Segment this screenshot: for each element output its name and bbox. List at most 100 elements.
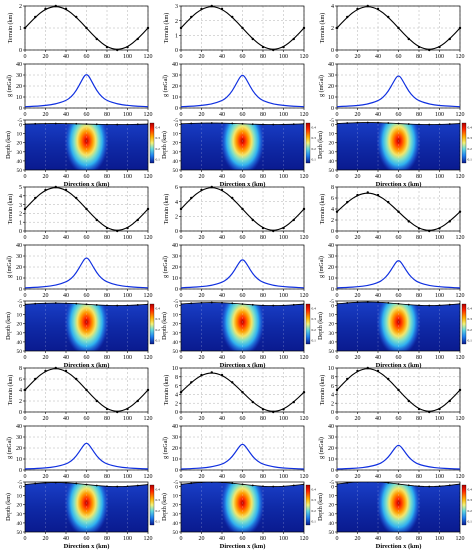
terrain-xtick-label: 60 [396, 416, 402, 422]
gravity-xtick-label: 40 [219, 293, 225, 299]
colorbar-tick-label: 0.3 [468, 136, 472, 140]
terrain-point [210, 4, 213, 8]
terrain-xtick-label: 120 [300, 54, 309, 60]
terrain-ytick-label: 6 [175, 384, 178, 390]
terrain-point [136, 218, 139, 222]
terrain-point [261, 408, 265, 411]
density-ytick-label: 30 [329, 512, 335, 518]
surface-point [44, 122, 47, 125]
density-ytick-label: 0 [19, 123, 22, 129]
terrain-point [458, 388, 462, 392]
terrain-point [126, 45, 129, 49]
density-xtick-label: 100 [123, 536, 132, 542]
density-ytick-label: 30 [173, 512, 179, 518]
terrain-point [261, 226, 265, 230]
terrain-point [335, 210, 339, 213]
surface-point [65, 302, 67, 305]
terrain-ytick-label: 3 [19, 203, 22, 209]
terrain-point [44, 7, 47, 11]
density-anomaly [64, 482, 109, 532]
terrain-point [292, 218, 295, 222]
gravity-ytick-label: 0 [19, 106, 22, 112]
gravity-xtick-label: 60 [84, 474, 90, 480]
terrain-xtick-label: 0 [24, 235, 27, 241]
gravity-xtick-label: 60 [396, 293, 402, 299]
density-xtick-label: 100 [279, 174, 288, 180]
surface-point [136, 123, 139, 126]
terrain-point [335, 26, 339, 30]
terrain-point [366, 366, 369, 370]
terrain-ytick-label: 4 [331, 393, 334, 399]
terrain-point [428, 229, 431, 233]
terrain-point [85, 207, 88, 211]
gravity-xtick-label: 40 [219, 474, 225, 480]
terrain-surface-mask [25, 301, 148, 306]
surface-point [377, 301, 379, 304]
density-ytick-label: -5 [17, 118, 22, 124]
gravity-xtick-label: 0 [336, 112, 339, 118]
density-xtick-label: 20 [199, 174, 205, 180]
surface-point [75, 482, 78, 485]
gravity-xtick-label: 60 [396, 474, 402, 480]
terrain-point [241, 391, 244, 394]
colorbar-tick-label: 0.3 [312, 317, 317, 321]
density-ytick-label: -5 [173, 299, 178, 305]
terrain-point [458, 210, 462, 213]
gravity-xtick-label: 120 [144, 474, 153, 480]
terrain-point [54, 4, 57, 8]
terrain-xtick-label: 100 [435, 54, 444, 60]
terrain-xtick-label: 20 [355, 416, 361, 422]
surface-point [397, 483, 400, 485]
gravity-ytick-label: 0 [19, 468, 22, 474]
density-xtick-label: 0 [336, 355, 339, 361]
terrain-xtick-label: 60 [84, 416, 90, 422]
density-xtick-label: 0 [336, 536, 339, 542]
terrain-point [302, 207, 306, 211]
gravity-xtick-label: 100 [279, 112, 288, 118]
surface-point [282, 304, 285, 307]
density-anomaly [64, 301, 109, 351]
colorbar-tick-label: 0.2 [468, 147, 472, 151]
density-xtick-label: 40 [63, 536, 69, 542]
terrain-xtick-label: 60 [240, 54, 246, 60]
terrain-xtick-label: 100 [123, 235, 132, 241]
terrain-xtick-label: 80 [260, 235, 266, 241]
colorbar [149, 484, 155, 526]
density-xtick-label: 40 [375, 174, 381, 180]
density-ytick-label: 10 [17, 313, 23, 319]
terrain-xtick-label: 0 [24, 416, 27, 422]
terrain-point [428, 48, 431, 52]
surface-point [106, 123, 108, 126]
terrain-point [85, 26, 88, 30]
terrain-axis-label: Terrain (km) [163, 375, 170, 405]
terrain-point [407, 37, 410, 41]
gravity-xtick-label: 20 [43, 474, 49, 480]
gravity-ytick-label: 0 [175, 287, 178, 293]
density-ytick-label: 30 [17, 512, 23, 518]
gravity-ytick-label: 10 [16, 457, 22, 463]
density-ytick-label: 50 [17, 349, 23, 355]
surface-point [448, 303, 451, 306]
density-ytick-label: 20 [173, 141, 179, 147]
gravity-xtick-label: 100 [123, 112, 132, 118]
terrain-point [346, 15, 349, 19]
terrain-xtick-label: 40 [63, 235, 69, 241]
colorbar-tick-label: 0.1 [156, 520, 161, 524]
depth-axis-label: Depth (km) [161, 493, 168, 521]
density-xtick-label: 40 [63, 174, 69, 180]
gravity-plot: 0 10 20 30 40 0 20 40 60 80 100 120 g (mGal) [318, 243, 465, 299]
density-ytick-label: 10 [329, 313, 335, 319]
terrain-xtick-label: 0 [336, 54, 339, 60]
terrain-plot: 0 1 2 3 0 20 40 60 80 100 120 Terrain (km) [163, 4, 309, 60]
terrain-xtick-label: 80 [416, 235, 422, 241]
terrain-point [54, 366, 57, 370]
gravity-xtick-label: 80 [416, 474, 422, 480]
gravity-ytick-label: 10 [172, 95, 178, 101]
density-ytick-label: 50 [329, 530, 335, 536]
